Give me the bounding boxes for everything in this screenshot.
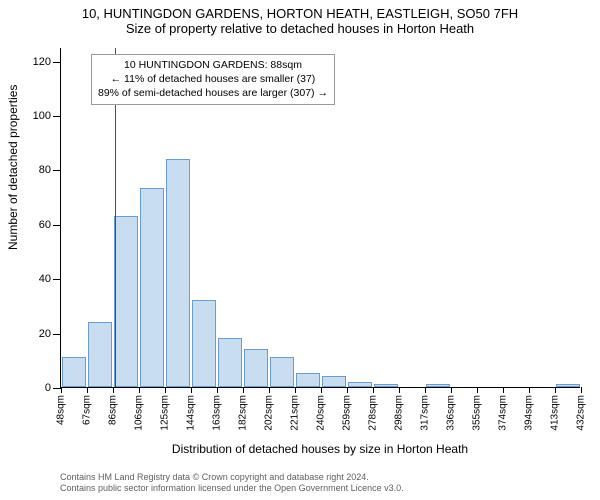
x-tick: [373, 387, 374, 393]
x-tick: [321, 387, 322, 393]
x-tick-label: 298sqm: [394, 395, 405, 431]
annotation-line: 89% of semi-detached houses are larger (…: [98, 86, 328, 100]
histogram-bar: [322, 376, 347, 387]
x-tick: [347, 387, 348, 393]
y-tick: [53, 62, 61, 63]
x-tick-label: 67sqm: [82, 395, 93, 425]
y-tick-label: 60: [39, 219, 51, 231]
y-tick: [53, 279, 61, 280]
y-tick-label: 40: [39, 273, 51, 285]
plot-area: 02040608010012048sqm67sqm86sqm106sqm125s…: [60, 48, 580, 388]
histogram-bar: [62, 357, 87, 387]
x-tick-label: 278sqm: [368, 395, 379, 431]
y-tick: [53, 116, 61, 117]
x-tick: [451, 387, 452, 393]
x-tick-label: 106sqm: [134, 395, 145, 431]
y-tick: [53, 170, 61, 171]
histogram-bar: [166, 159, 191, 387]
licence-text: Contains HM Land Registry data © Crown c…: [60, 472, 404, 495]
x-tick-label: 317sqm: [420, 395, 431, 431]
x-tick: [555, 387, 556, 393]
x-tick-label: 355sqm: [472, 395, 483, 431]
histogram-bar: [218, 338, 243, 387]
x-tick-label: 125sqm: [160, 395, 171, 431]
y-tick-label: 100: [33, 110, 51, 122]
chart-title-main: 10, HUNTINGDON GARDENS, HORTON HEATH, EA…: [0, 6, 600, 21]
x-axis-label: Distribution of detached houses by size …: [60, 442, 580, 456]
y-tick-label: 0: [45, 382, 51, 394]
histogram-bar: [114, 216, 139, 387]
x-tick: [425, 387, 426, 393]
x-tick-label: 163sqm: [212, 395, 223, 431]
x-tick: [191, 387, 192, 393]
x-tick: [139, 387, 140, 393]
x-tick: [399, 387, 400, 393]
chart-title-sub: Size of property relative to detached ho…: [0, 21, 600, 36]
licence-line-1: Contains HM Land Registry data © Crown c…: [60, 472, 404, 483]
y-tick-label: 20: [39, 328, 51, 340]
histogram-bar: [426, 384, 451, 387]
annotation-line: ← 11% of detached houses are smaller (37…: [98, 72, 328, 86]
histogram-bar: [192, 300, 217, 387]
x-tick-label: 394sqm: [524, 395, 535, 431]
x-tick-label: 182sqm: [238, 395, 249, 431]
x-tick: [295, 387, 296, 393]
x-tick-label: 259sqm: [342, 395, 353, 431]
x-tick-label: 86sqm: [108, 395, 119, 425]
x-tick-label: 221sqm: [290, 395, 301, 431]
x-tick: [113, 387, 114, 393]
x-tick: [217, 387, 218, 393]
annotation-box: 10 HUNTINGDON GARDENS: 88sqm← 11% of det…: [91, 54, 335, 105]
x-tick-label: 413sqm: [550, 395, 561, 431]
x-tick: [61, 387, 62, 393]
x-tick-label: 48sqm: [56, 395, 67, 425]
histogram-bar: [348, 382, 373, 387]
histogram-bar: [140, 188, 165, 387]
y-tick-label: 80: [39, 164, 51, 176]
x-tick-label: 336sqm: [446, 395, 457, 431]
x-tick-label: 240sqm: [316, 395, 327, 431]
histogram-bar: [244, 349, 269, 387]
y-tick-label: 120: [33, 56, 51, 68]
x-tick: [269, 387, 270, 393]
x-tick-label: 202sqm: [264, 395, 275, 431]
licence-line-2: Contains public sector information licen…: [60, 483, 404, 494]
annotation-line: 10 HUNTINGDON GARDENS: 88sqm: [98, 58, 328, 72]
histogram-bar: [88, 322, 113, 387]
x-tick-label: 144sqm: [186, 395, 197, 431]
histogram-bar: [374, 384, 399, 387]
histogram-bar: [556, 384, 581, 387]
histogram-bar: [296, 373, 321, 387]
y-axis-label: Number of detached properties: [6, 85, 20, 250]
histogram-bar: [270, 357, 295, 387]
x-tick: [243, 387, 244, 393]
x-tick: [477, 387, 478, 393]
y-tick: [53, 334, 61, 335]
y-tick: [53, 225, 61, 226]
x-tick: [503, 387, 504, 393]
x-tick: [165, 387, 166, 393]
x-tick: [581, 387, 582, 393]
x-tick-label: 432sqm: [576, 395, 587, 431]
x-tick-label: 374sqm: [498, 395, 509, 431]
x-tick: [87, 387, 88, 393]
y-tick: [53, 388, 61, 389]
x-tick: [529, 387, 530, 393]
